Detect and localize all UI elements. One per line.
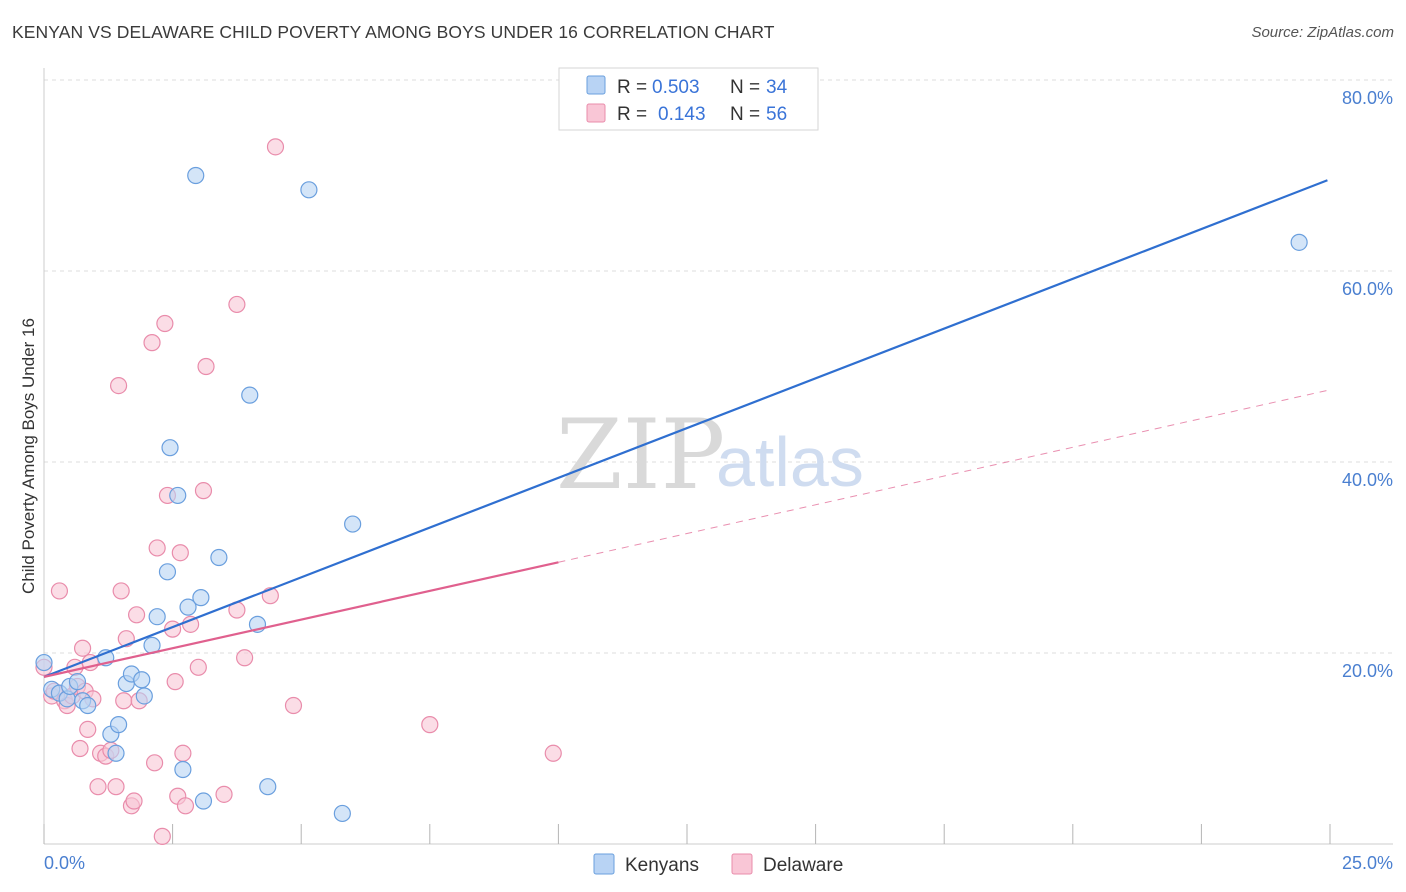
kenyans-point: [169, 486, 187, 505]
axes: [43, 68, 1393, 845]
x-tick-label: 25.0%: [1342, 853, 1393, 873]
kenyans-point: [187, 166, 205, 185]
legend-swatch-kenyans: [586, 75, 606, 95]
delaware-point: [197, 357, 215, 376]
kenyans-point: [194, 792, 213, 810]
delaware-point: [50, 582, 69, 600]
y-tick-labels: 20.0% 40.0% 60.0% 80.0%: [1342, 88, 1393, 681]
legend-n-value: 34: [766, 77, 788, 98]
delaware-point: [107, 778, 125, 796]
kenyans-point: [161, 439, 179, 457]
delaware-point: [148, 539, 166, 557]
kenyans-point: [241, 386, 259, 404]
delaware-point: [284, 696, 303, 715]
delaware-point: [153, 827, 171, 845]
kenyans-point: [109, 716, 128, 734]
kenyans-point: [135, 687, 153, 705]
kenyans-point: [259, 778, 277, 796]
y-tick-label: 20.0%: [1342, 661, 1393, 681]
watermark: ZIP atlas: [556, 399, 864, 511]
watermark-atlas: atlas: [716, 423, 864, 501]
delaware-point: [71, 739, 89, 758]
delaware-point: [189, 658, 207, 676]
delaware-point: [73, 639, 92, 657]
trend-lines: [43, 179, 1328, 678]
watermark-zip: ZIP: [556, 399, 725, 511]
delaware-trend-line-extrapolated: [558, 389, 1328, 563]
y-tick-label: 40.0%: [1342, 470, 1393, 490]
kenyans-point: [210, 548, 228, 567]
delaware-point: [228, 295, 246, 314]
bottom-legend-delaware: Delaware: [763, 855, 843, 876]
kenyans-point: [107, 744, 125, 762]
y-tick-label: 60.0%: [1342, 279, 1393, 299]
kenyans-point: [79, 696, 97, 715]
legend-r-label: R =: [617, 77, 647, 98]
correlation-legend: R = 0.503 N = 34 R = 0.143 N = 56: [558, 67, 819, 131]
kenyans-point: [133, 671, 151, 689]
kenyans-point: [148, 608, 166, 626]
kenyans-point: [192, 589, 210, 607]
kenyans-points: [35, 166, 1308, 823]
delaware-point: [176, 797, 195, 815]
delaware-point: [171, 544, 189, 562]
delaware-point: [115, 692, 133, 710]
delaware-point: [125, 792, 143, 810]
legend-r-value: 0.143: [658, 104, 706, 125]
delaware-point: [89, 778, 107, 796]
delaware-point: [421, 716, 439, 734]
delaware-point: [109, 377, 128, 395]
delaware-point: [194, 482, 213, 500]
delaware-point: [145, 754, 164, 772]
kenyans-point: [1290, 233, 1308, 251]
bottom-legend-kenyans: Kenyans: [625, 855, 699, 876]
kenyans-point: [35, 653, 53, 672]
legend-n-label: N =: [730, 77, 760, 98]
kenyans-point: [158, 563, 177, 581]
kenyans-point: [344, 515, 362, 533]
delaware-point: [166, 673, 184, 691]
delaware-point: [79, 720, 97, 739]
legend-r-label: R =: [617, 104, 647, 125]
bottom-legend-swatch-kenyans: [593, 853, 615, 875]
kenyans-point: [300, 181, 318, 199]
legend-n-label: N =: [730, 104, 760, 125]
delaware-point: [215, 785, 233, 803]
series-legend: Kenyans Delaware: [593, 853, 843, 876]
delaware-point: [156, 314, 174, 333]
source-label: Source: ZipAtlas.com: [1251, 24, 1394, 41]
legend-swatch-delaware: [586, 103, 606, 123]
kenyans-trend-line: [43, 179, 1328, 678]
y-tick-label: 80.0%: [1342, 88, 1393, 108]
kenyans-point: [333, 804, 351, 823]
delaware-point: [266, 138, 285, 156]
delaware-trend-line: [43, 561, 559, 678]
bottom-legend-swatch-delaware: [731, 853, 753, 875]
delaware-point: [544, 744, 562, 762]
legend-r-value: 0.503: [652, 77, 700, 98]
kenyans-point: [174, 760, 192, 779]
delaware-point: [236, 649, 254, 667]
x-tick-labels: 0.0% 25.0%: [44, 853, 1393, 873]
grid: [44, 79, 1393, 654]
delaware-point: [174, 744, 192, 762]
x-tick-label: 0.0%: [44, 853, 85, 873]
delaware-point: [127, 606, 146, 624]
delaware-point: [143, 334, 161, 352]
y-axis-label: Child Poverty Among Boys Under 16: [19, 318, 38, 594]
kenyans-point: [68, 673, 87, 691]
kenyans-point: [179, 598, 197, 616]
delaware-point: [112, 582, 130, 600]
legend-n-value: 56: [766, 104, 787, 125]
chart-title: KENYAN VS DELAWARE CHILD POVERTY AMONG B…: [12, 22, 775, 42]
